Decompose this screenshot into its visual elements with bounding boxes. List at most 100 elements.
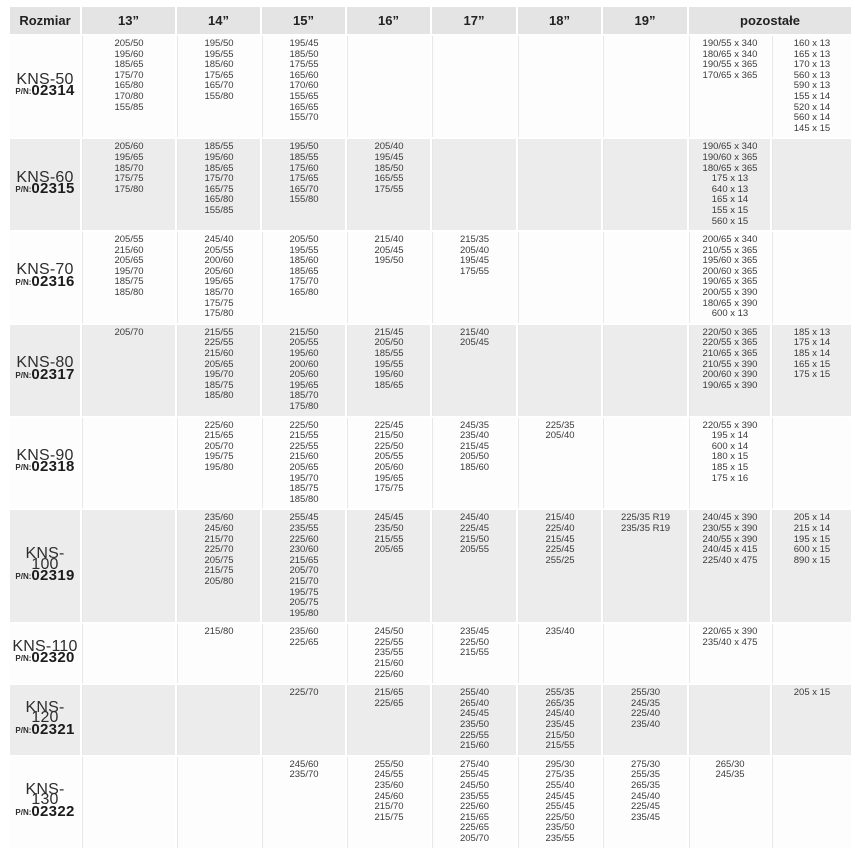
tire-size: 215/50 <box>545 729 575 741</box>
tire-size: 185/80 <box>289 493 319 505</box>
size-cell-c16: 245/45 235/50 215/55 205/65 <box>347 510 430 623</box>
size-cell-c17: 235/45 225/50 215/55 <box>432 624 516 684</box>
tire-size: 205 x 15 <box>793 687 831 699</box>
tire-size: 165/80 <box>204 194 234 206</box>
size-cell-c13 <box>82 417 175 509</box>
tire-size: 205/40 <box>459 244 490 256</box>
tire-size: 245/35 <box>630 697 661 709</box>
tire-size: 225/60 <box>459 801 490 813</box>
tire-size: 245/60 <box>374 790 404 802</box>
column-header-16: 16” <box>347 7 430 34</box>
tire-size: 185/75 <box>204 379 234 391</box>
tire-size: 195/50 <box>289 141 319 153</box>
size-cell-c17: 245/35 235/40 215/45 205/50 185/60 <box>432 417 516 509</box>
tire-size: 205/65 <box>289 461 319 473</box>
tire-size: 195/65 <box>374 472 404 484</box>
tire-size: 245/45 <box>459 708 490 720</box>
tire-size: 205/50 <box>459 451 490 463</box>
size-cell-c18: 225/35 205/40 <box>518 417 601 509</box>
tire-size: 255/45 <box>459 769 490 781</box>
tire-size: 195/60 <box>204 151 234 163</box>
size-cell-c19 <box>603 36 687 138</box>
tire-size: 195/70 <box>204 369 234 381</box>
tire-size: 225/70 <box>289 687 319 699</box>
tire-size: 175/80 <box>289 401 319 412</box>
size-cell-c14: 215/55 225/55 215/60 205/65 195/70 185/75 185/… <box>177 324 260 416</box>
tire-size: 195/55 <box>289 244 319 256</box>
size-cell-c19 <box>603 139 687 231</box>
tire-size: 640 x 13 <box>711 183 749 195</box>
tire-size: 175/55 <box>289 59 319 71</box>
tire-size: 215/60 <box>204 348 234 360</box>
pn-value: 02320 <box>31 649 75 667</box>
tire-size: 235/55 <box>459 790 490 802</box>
model-cell: KNS-100 P/N:02319 <box>10 510 80 623</box>
size-cell-c17: 255/40 265/40 245/45 235/50 225/55 215/60 <box>432 685 516 755</box>
tire-size: 215/70 <box>289 575 319 587</box>
tire-size: 170/80 <box>114 90 144 102</box>
tire-size: 185/60 <box>459 461 490 473</box>
size-cell-c14: 195/50 195/55 185/60 175/65 165/70 155/80 <box>177 36 260 138</box>
pn-value: 02315 <box>31 180 75 198</box>
tire-size: 225/70 <box>204 544 234 556</box>
model-name: KNS-90 <box>16 446 74 464</box>
size-cell-poz1 <box>689 685 770 755</box>
tire-size: 200/60 <box>204 255 234 267</box>
tire-size: 200/60 x 390 <box>702 369 758 381</box>
model-cell: KNS-130 P/N:02322 <box>10 756 80 848</box>
tire-size: 205/55 <box>289 337 319 349</box>
tire-size: 185/65 <box>289 265 319 277</box>
tire-size: 245/40 <box>545 708 575 720</box>
pn-label: P/N: <box>15 370 32 380</box>
size-cell-c18: 235/40 <box>518 624 601 684</box>
size-cell-poz2: 185 x 13 175 x 14 185 x 14 165 x 15 175 x 15 <box>772 324 851 416</box>
column-header-14: 14” <box>177 7 260 34</box>
size-cell-c14: 235/60 245/60 215/70 225/70 205/75 215/75 205/… <box>177 510 260 623</box>
table-row-kns-120: KNS-120 P/N:02321 225/70 215/65 225/65 255/40… <box>10 685 851 755</box>
tire-size: 235/60 <box>289 626 319 638</box>
tire-size: 185/55 <box>289 151 319 163</box>
tire-size: 155/80 <box>204 90 234 102</box>
tire-size: 190/60 x 365 <box>702 151 758 163</box>
size-cell-c18 <box>518 139 601 231</box>
size-cell-c15: 225/50 215/55 225/55 215/60 205/65 195/70 185/… <box>262 417 345 509</box>
tire-size: 195/45 <box>459 255 490 267</box>
tire-size: 175/70 <box>289 276 319 288</box>
tire-size: 185/55 <box>204 141 234 153</box>
tire-size: 185/65 <box>114 59 144 71</box>
tire-size: 255/25 <box>545 554 575 566</box>
tire-size: 200/55 x 390 <box>702 287 758 299</box>
size-cell-poz2: 205 x 14 215 x 14 195 x 15 600 x 15 890 x 15 <box>772 510 851 623</box>
tire-size: 215/50 <box>289 326 319 338</box>
tire-size: 235/50 <box>459 719 490 731</box>
size-table-body: KNS-50 P/N:02314 205/50 195/60 185/65 175/70 1… <box>10 36 851 848</box>
tire-size: 560 x 14 <box>793 112 831 124</box>
table-row-kns-100: KNS-100 P/N:02319 235/60 245/60 215/70 225/70… <box>10 510 851 623</box>
tire-size: 165/80 <box>289 287 319 299</box>
tire-size: 215/60 <box>459 740 490 752</box>
size-cell-poz2 <box>772 624 851 684</box>
tire-size: 175/80 <box>204 308 234 320</box>
tire-size: 245/40 <box>459 512 490 524</box>
tire-size: 215/40 <box>374 234 404 246</box>
tire-size: 195 x 14 <box>711 430 749 442</box>
tire-size: 200/60 x 365 <box>702 265 758 277</box>
tire-size: 200/65 x 340 <box>702 234 758 246</box>
size-cell-poz2 <box>772 139 851 231</box>
size-cell-c13 <box>82 510 175 623</box>
tire-size: 195/60 <box>374 369 404 381</box>
tire-size: 195 x 15 <box>793 533 831 545</box>
tire-size: 590 x 13 <box>793 80 831 92</box>
size-cell-c13: 205/50 195/60 185/65 175/70 165/80 170/80 155/… <box>82 36 175 138</box>
tire-size: 185/55 <box>374 348 404 360</box>
size-cell-poz2: 160 x 13 165 x 13 170 x 13 560 x 13 590 x 13… <box>772 36 851 138</box>
tire-size: 205/55 <box>204 244 234 256</box>
tire-size: 185/75 <box>114 276 144 288</box>
part-number: P/N:02316 <box>12 274 78 290</box>
column-header-pozosta-e: pozostałe <box>689 7 851 34</box>
size-cell-c13: 205/55 215/60 205/65 195/70 185/75 185/80 <box>82 232 175 323</box>
tire-size: 225/55 <box>289 440 319 452</box>
tire-size: 600 x 14 <box>711 440 749 452</box>
tire-size: 210/55 x 390 <box>702 358 758 370</box>
tire-size: 230/55 x 390 <box>702 522 758 534</box>
